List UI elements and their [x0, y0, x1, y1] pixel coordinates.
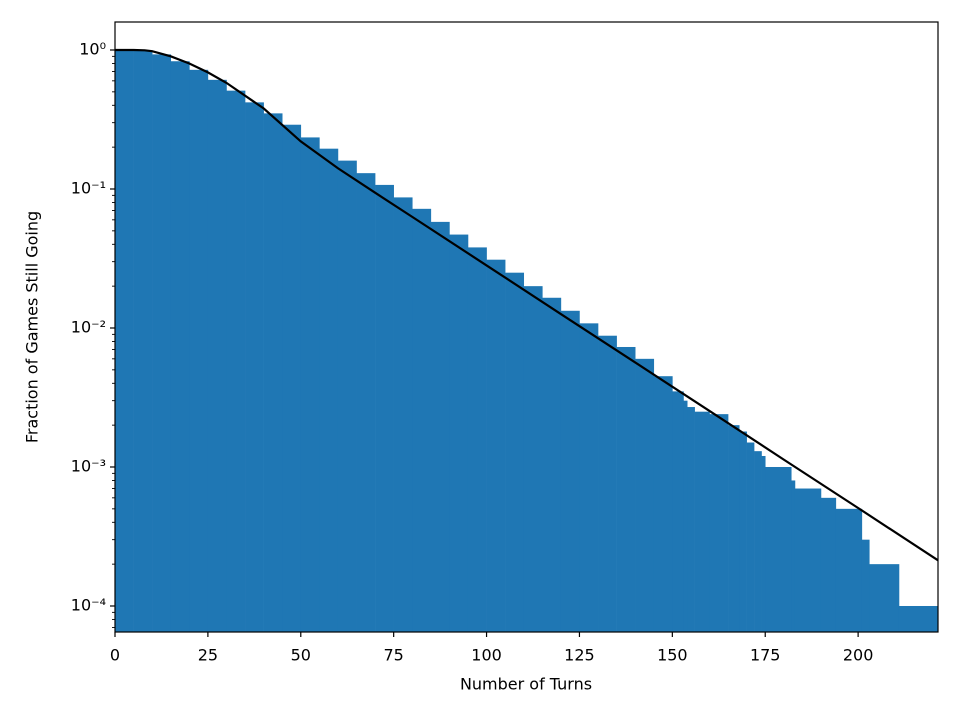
bar	[861, 539, 870, 632]
x-tick-label: 200	[843, 646, 874, 665]
bar	[598, 335, 617, 632]
bar	[523, 286, 543, 632]
bar	[282, 124, 302, 632]
bar	[683, 400, 688, 632]
bar	[356, 173, 376, 633]
bar	[869, 564, 900, 632]
bar	[739, 431, 747, 632]
bar	[170, 61, 190, 633]
bar	[430, 221, 450, 632]
x-tick-label: 0	[110, 646, 120, 665]
bar	[486, 259, 506, 632]
bar	[761, 455, 766, 632]
y-tick-label: 10⁻²	[71, 317, 106, 336]
bar	[412, 208, 432, 633]
x-tick-label: 125	[564, 646, 595, 665]
bar	[765, 466, 792, 632]
bar	[754, 451, 762, 632]
x-tick-label: 175	[750, 646, 781, 665]
bar	[635, 358, 655, 632]
model-line	[115, 48, 939, 562]
bar	[375, 184, 394, 632]
plot-frame	[114, 21, 939, 633]
bar	[746, 442, 755, 632]
y-axis-label: Fraction of Games Still Going	[23, 211, 42, 443]
bar	[835, 508, 863, 632]
x-tick-label: 150	[657, 646, 688, 665]
bar	[449, 234, 469, 632]
bar	[300, 137, 320, 633]
bar	[560, 310, 580, 632]
bar	[694, 411, 710, 632]
bar	[263, 113, 283, 633]
bar	[189, 69, 209, 632]
bar	[505, 272, 525, 632]
bar	[226, 90, 246, 632]
bar	[687, 407, 695, 632]
bar	[820, 497, 837, 632]
y-tick-label: 10⁰	[79, 39, 106, 58]
bar	[616, 346, 636, 632]
bar	[672, 391, 684, 632]
x-axis-label: Number of Turns	[460, 675, 592, 694]
bar	[319, 148, 339, 632]
bar	[728, 425, 740, 632]
x-tick-label: 50	[291, 646, 311, 665]
x-tick-label: 100	[471, 646, 502, 665]
x-tick-label: 25	[198, 646, 218, 665]
y-tick-label: 10⁻³	[71, 456, 106, 475]
bar	[467, 247, 487, 633]
bar	[337, 160, 357, 632]
bar	[393, 197, 413, 632]
bar	[133, 50, 153, 632]
bar	[709, 414, 729, 632]
bar	[115, 49, 134, 632]
bar	[791, 480, 796, 632]
bar	[898, 605, 939, 632]
bar	[542, 297, 562, 632]
y-tick-label: 10⁻¹	[71, 178, 106, 197]
bar	[579, 323, 599, 632]
x-tick-label: 75	[383, 646, 403, 665]
bar	[152, 54, 172, 632]
bar	[245, 102, 264, 632]
bar	[653, 376, 673, 632]
bar	[207, 79, 227, 632]
y-tick-label: 10⁻⁴	[71, 595, 106, 614]
bar	[794, 488, 822, 632]
